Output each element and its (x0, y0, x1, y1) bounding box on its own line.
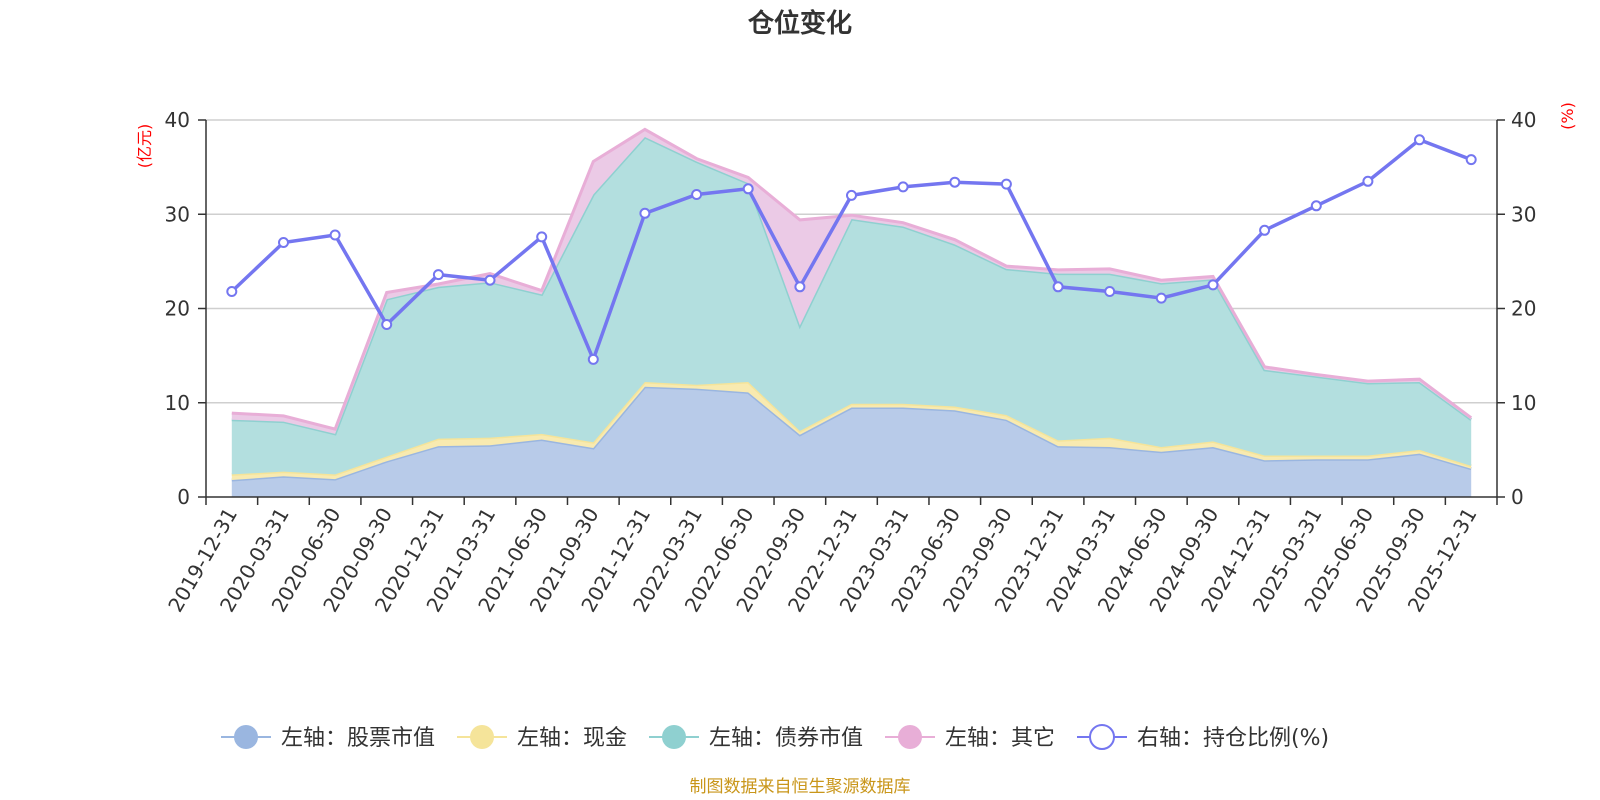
right-axis-tick-label: 30 (1511, 202, 1536, 226)
legend-marker (470, 725, 494, 749)
right-axis-unit: (%) (1558, 102, 1577, 130)
ratio-point (1155, 292, 1167, 304)
left-axis-tick-label: 40 (165, 108, 190, 132)
legend: 左轴：股票市值 左轴：现金 左轴：债券市值 左轴：其它 右轴：持仓比例(%) (221, 724, 1329, 751)
left-axis-tick-label: 30 (165, 202, 190, 226)
legend-marker (662, 725, 686, 749)
ratio-point (226, 286, 238, 297)
right-axis-tick-label: 20 (1511, 297, 1536, 321)
left-axis-unit: (亿元) (135, 124, 154, 169)
legend-marker (234, 725, 258, 749)
ratio-point (432, 269, 444, 281)
ratio-point (846, 189, 857, 201)
legend-label: 左轴：债券市值 (709, 726, 863, 751)
area-左轴：债券市值 (231, 137, 1472, 475)
legend-item: 左轴：债券市值 (649, 725, 863, 751)
right-axis-tick-label: 10 (1511, 391, 1536, 415)
ratio-point (1259, 224, 1271, 236)
ratio-point (278, 237, 289, 248)
ratio-point (1414, 134, 1425, 146)
chart-title: 仓位变化 (747, 8, 852, 39)
left-axis-tick-label: 10 (165, 391, 190, 415)
legend-label: 左轴：现金 (517, 726, 627, 751)
legend-item: 左轴：其它 (885, 725, 1055, 751)
stacked-areas (231, 127, 1473, 497)
legend-item: 左轴：股票市值 (221, 725, 435, 751)
ratio-point (1362, 175, 1374, 187)
legend-item: 左轴：现金 (457, 725, 627, 751)
ratio-line (226, 134, 1477, 365)
left-axis-tick-label: 20 (165, 297, 190, 321)
ratio-point (1310, 200, 1322, 212)
ratio-point (329, 229, 341, 241)
legend-marker (898, 725, 922, 749)
source-note: 制图数据来自恒生聚源数据库 (690, 777, 911, 797)
ratio-point (794, 281, 806, 293)
ratio-point (639, 207, 651, 219)
ratio-point (381, 319, 393, 330)
legend-marker (1089, 724, 1115, 750)
ratio-point (949, 176, 961, 188)
area-左轴：股票市值 (231, 386, 1472, 497)
ratio-point (1207, 279, 1219, 291)
right-axis-tick-label: 0 (1511, 485, 1524, 509)
ratio-point (1052, 281, 1064, 293)
ratio-point (1104, 286, 1116, 297)
area-左轴：其它 (231, 129, 1472, 434)
legend-label: 右轴：持仓比例(%) (1137, 726, 1329, 751)
ratio-point (691, 189, 703, 200)
ratio-point (1465, 154, 1477, 166)
ratio-point (587, 353, 599, 365)
ratio-point (1000, 178, 1012, 190)
ratio-point (742, 183, 754, 195)
ratio-point (897, 181, 909, 193)
right-axis-tick-label: 40 (1511, 108, 1536, 132)
legend-item: 右轴：持仓比例(%) (1077, 724, 1329, 751)
area-edge-左轴：其它 (231, 127, 1473, 431)
ratio-point (484, 274, 496, 286)
left-axis-tick-label: 0 (177, 485, 190, 509)
legend-label: 左轴：股票市值 (281, 726, 435, 751)
ratio-point (536, 231, 548, 243)
legend-label: 左轴：其它 (945, 726, 1055, 751)
area-左轴：现金 (231, 382, 1472, 480)
